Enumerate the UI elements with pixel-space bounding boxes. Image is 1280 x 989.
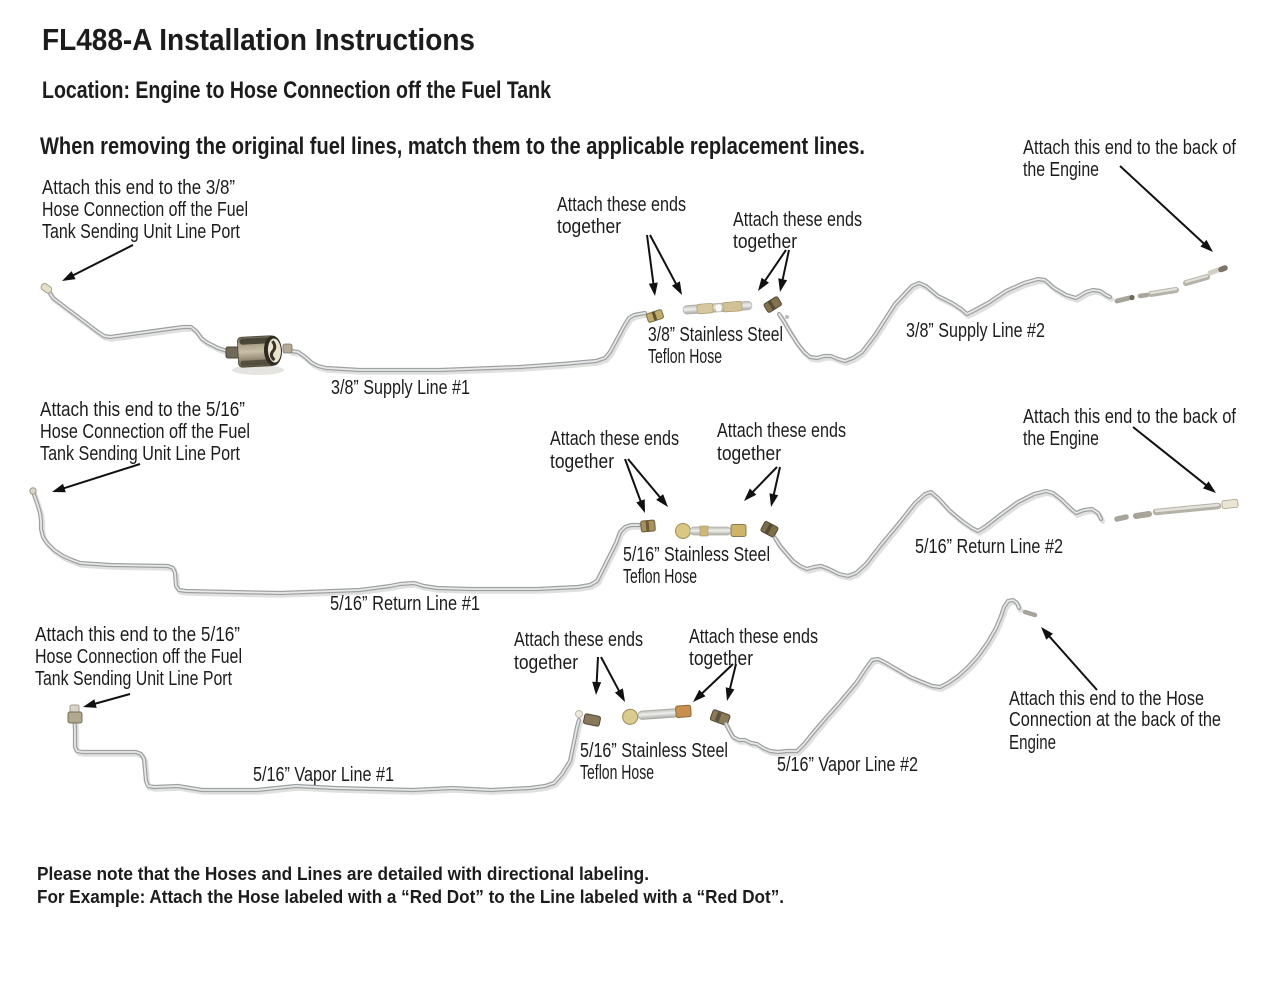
svg-text:Teflon Hose: Teflon Hose	[580, 762, 654, 784]
svg-text:together: together	[557, 216, 621, 238]
svg-text:Tank Sending Unit Line Port: Tank Sending Unit Line Port	[35, 668, 232, 690]
svg-text:Attach this end to the back of: Attach this end to the back of	[1023, 137, 1236, 159]
svg-text:5/16” Stainless Steel: 5/16” Stainless Steel	[580, 740, 728, 762]
svg-text:Teflon Hose: Teflon Hose	[648, 346, 722, 368]
svg-text:Attach these ends: Attach these ends	[514, 629, 643, 651]
svg-text:Hose Connection off the Fuel: Hose Connection off the Fuel	[42, 199, 248, 221]
svg-text:Attach this end to the 5/16”: Attach this end to the 5/16”	[40, 399, 245, 421]
svg-text:together: together	[733, 231, 797, 253]
svg-text:When removing the original fue: When removing the original fuel lines, m…	[40, 133, 865, 160]
svg-text:Attach this end to the 5/16”: Attach this end to the 5/16”	[35, 624, 240, 646]
svg-text:Engine: Engine	[1009, 732, 1056, 754]
svg-text:FL488-A Installation Instructi: FL488-A Installation Instructions	[42, 22, 475, 57]
svg-text:Attach these ends: Attach these ends	[717, 420, 846, 442]
svg-text:Attach this end to the back of: Attach this end to the back of	[1023, 406, 1236, 428]
svg-text:3/8” Stainless Steel: 3/8” Stainless Steel	[648, 324, 783, 346]
svg-text:Attach these ends: Attach these ends	[550, 428, 679, 450]
svg-text:together: together	[689, 648, 753, 670]
svg-text:together: together	[717, 443, 781, 465]
svg-text:Please note that the Hoses and: Please note that the Hoses and Lines are…	[37, 864, 649, 884]
svg-text:Attach these ends: Attach these ends	[733, 209, 862, 231]
svg-text:Attach this end to the Hose: Attach this end to the Hose	[1009, 688, 1204, 710]
svg-text:Connection at the back of the: Connection at the back of the	[1009, 709, 1221, 731]
svg-text:the Engine: the Engine	[1023, 428, 1099, 450]
svg-text:the Engine: the Engine	[1023, 159, 1099, 181]
svg-text:Location: Engine to Hose Conne: Location: Engine to Hose Connection off …	[42, 77, 552, 104]
svg-text:together: together	[550, 451, 614, 473]
svg-text:5/16” Return Line #1: 5/16” Return Line #1	[330, 593, 480, 615]
svg-text:5/16” Vapor Line #1: 5/16” Vapor Line #1	[253, 764, 394, 786]
svg-text:3/8” Supply Line #2: 3/8” Supply Line #2	[906, 320, 1045, 342]
svg-text:Hose Connection off the Fuel: Hose Connection off the Fuel	[35, 646, 242, 668]
svg-text:Tank Sending Unit Line Port: Tank Sending Unit Line Port	[40, 443, 240, 465]
svg-text:Attach these ends: Attach these ends	[689, 626, 818, 648]
svg-text:Attach these ends: Attach these ends	[557, 194, 686, 216]
svg-text:Attach this end to the 3/8”: Attach this end to the 3/8”	[42, 177, 235, 199]
svg-text:For Example: Attach the Hose l: For Example: Attach the Hose labeled wit…	[37, 887, 784, 907]
svg-text:Hose Connection off the Fuel: Hose Connection off the Fuel	[40, 421, 250, 443]
svg-text:5/16” Vapor Line #2: 5/16” Vapor Line #2	[777, 754, 918, 776]
svg-text:Teflon Hose: Teflon Hose	[623, 566, 697, 588]
svg-text:5/16” Return Line #2: 5/16” Return Line #2	[915, 536, 1063, 558]
svg-text:Tank Sending Unit Line Port: Tank Sending Unit Line Port	[42, 221, 240, 243]
svg-text:3/8” Supply Line #1: 3/8” Supply Line #1	[331, 377, 470, 399]
svg-text:5/16” Stainless Steel: 5/16” Stainless Steel	[623, 544, 770, 566]
svg-text:together: together	[514, 652, 578, 674]
